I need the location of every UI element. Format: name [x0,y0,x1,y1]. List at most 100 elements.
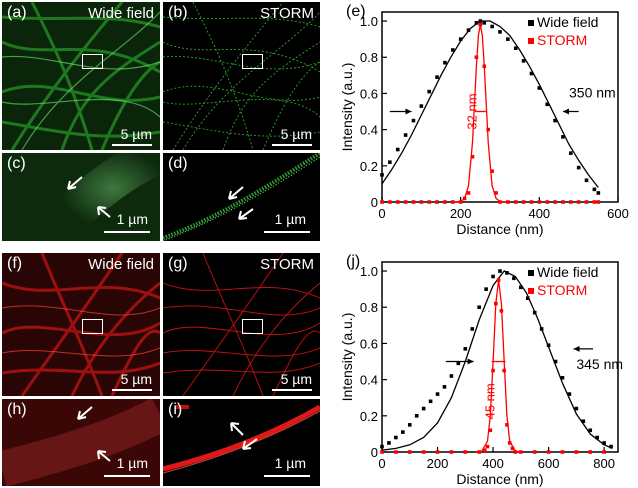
y-axis-label: Intensity (a.u.) [339,63,355,152]
data-point [488,428,493,433]
scale-bar [104,231,150,233]
scale-bar [264,475,310,477]
data-point [537,86,542,90]
data-point [466,191,471,195]
data-point [435,200,439,204]
data-point [482,21,487,25]
data-point [482,448,487,452]
panel-i-image [163,399,320,486]
data-point [401,430,405,434]
panel-label: (e) [346,3,366,20]
scale-bar [264,231,310,233]
panel-g-image [163,253,320,396]
y-tick-label: 0.8 [360,50,378,65]
panel-i-zoom-storm: (i) 1 µm [163,399,320,486]
data-point [576,200,581,204]
data-point [458,37,463,41]
x-tick-label: 200 [427,456,449,471]
data-point [553,359,558,364]
scale-bar [104,475,150,477]
data-point [387,441,391,445]
y-tick-label: 0.8 [360,300,378,315]
data-point [403,200,408,204]
data-point [525,296,530,300]
data-point [546,450,551,454]
series-line-3 [476,280,521,453]
data-point [490,24,494,29]
data-point [560,450,565,454]
data-point [521,59,526,63]
data-point [553,118,557,123]
data-point [380,450,384,454]
panel-label: (a) [7,4,27,21]
data-point [484,287,488,291]
data-point [380,173,384,177]
data-point [394,435,398,440]
data-point [456,361,461,366]
data-point [595,435,599,440]
data-point [602,441,606,445]
x-tick-label: 600 [538,456,560,471]
panel-label: (c) [7,155,26,172]
scale-bar-label: 5 µm [280,371,312,387]
panel-title: STORM [260,256,314,273]
data-point [584,200,589,204]
panel-label: (i) [168,401,183,418]
data-point [505,423,509,427]
scale-bar-label: 1 µm [274,211,306,227]
x-tick-label: 800 [593,456,615,471]
data-point [592,200,597,204]
panel-title: Wide field [88,5,154,22]
x-tick-label: 200 [450,206,472,221]
panel-c-image [2,153,160,241]
data-point [421,406,426,411]
y-tick-label: 1.0 [360,264,378,279]
data-point [411,200,416,204]
y-axis-label: Intensity (a.u.) [339,313,355,402]
data-point [553,200,557,204]
data-point [388,200,392,204]
data-point [380,200,384,204]
data-point [581,419,586,424]
y-tick-label: 0.2 [360,409,378,424]
arrow-icon [242,438,258,450]
legend-label: STORM [537,32,587,48]
data-point [428,399,433,404]
data-point [507,441,512,445]
data-point [529,71,534,76]
data-point [494,191,498,195]
panel-d-zoom-storm: (d) 1 µm [163,153,320,241]
scale-bar-label: 5 µm [120,371,152,387]
data-point [411,118,416,123]
x-axis-label: Distance (nm) [456,471,543,487]
panel-label: (h) [7,401,27,418]
data-point [569,200,573,204]
data-point [395,147,400,152]
fwhm-label-storm: 32 nm [464,93,479,129]
data-point [477,305,481,310]
arrow-head [405,108,412,115]
y-tick-label: 0 [371,445,378,460]
data-point [443,200,447,204]
x-axis-label: Distance (nm) [456,221,543,237]
panel-a-image [2,2,160,150]
data-point [513,46,518,50]
data-point [380,444,384,449]
data-point [474,21,479,25]
data-point [592,187,597,192]
chart-j-intensity-profile: (j) 0 200 400 600 800 0 0.2 0.4 0.6 0.8 1.0 Distance… [339,253,623,487]
arrow-head [467,358,474,365]
panel-c-zoom-widefield: (c) 1 µm [2,153,160,241]
panel-label: (g) [168,255,188,272]
data-point [427,200,431,204]
x-tick-label: 600 [607,206,629,221]
data-point [403,133,408,137]
data-point [602,450,606,454]
data-point [513,450,518,454]
y-tick-label: 0.4 [360,123,378,138]
y-tick-label: 0.2 [360,159,378,174]
arrow-icon [238,208,254,220]
data-point [451,200,455,204]
data-point [407,450,412,454]
fwhm-label-storm: 45 nm [483,383,498,419]
